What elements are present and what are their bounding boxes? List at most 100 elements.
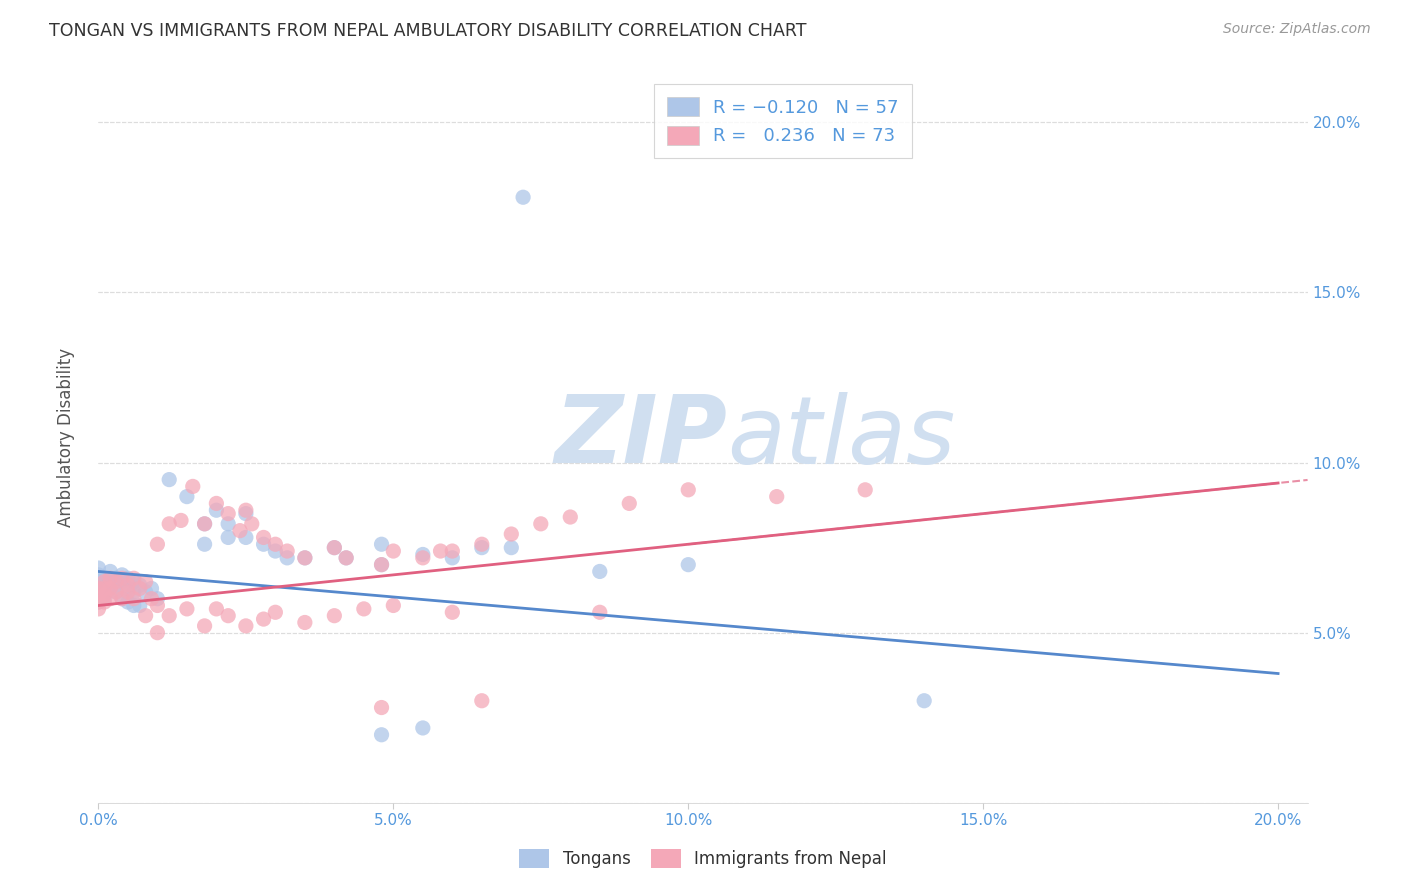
Point [335, 550, 357, 565]
Point [122, 599, 145, 613]
Point [853, 483, 876, 497]
Point [678, 483, 700, 497]
Point [135, 608, 157, 623]
Point [370, 537, 392, 551]
Point [128, 582, 150, 596]
Point [111, 574, 134, 589]
Point [98, 582, 121, 596]
Point [111, 567, 134, 582]
Point [501, 541, 523, 555]
Point [252, 531, 274, 545]
Point [98, 591, 121, 606]
Point [87, 561, 110, 575]
Point [217, 531, 239, 545]
Point [93, 571, 115, 585]
Point [98, 582, 121, 596]
Point [370, 700, 392, 714]
Point [194, 619, 217, 633]
Point [146, 599, 169, 613]
Point [412, 721, 434, 735]
Point [370, 558, 392, 572]
Point [128, 599, 150, 613]
Point [181, 479, 204, 493]
Point [93, 595, 115, 609]
Point [87, 602, 110, 616]
Point [87, 595, 110, 609]
Point [382, 544, 405, 558]
Point [111, 591, 134, 606]
Point [87, 582, 110, 596]
Point [412, 548, 434, 562]
Point [117, 578, 139, 592]
Point [471, 541, 494, 555]
Point [98, 565, 121, 579]
Point [560, 510, 582, 524]
Point [87, 588, 110, 602]
Point [111, 571, 134, 585]
Point [276, 544, 298, 558]
Point [441, 605, 464, 619]
Point [323, 541, 346, 555]
Point [205, 602, 228, 616]
Point [157, 608, 180, 623]
Point [370, 728, 392, 742]
Point [205, 496, 228, 510]
Point [217, 608, 239, 623]
Point [105, 571, 128, 585]
Point [176, 602, 198, 616]
Point [217, 507, 239, 521]
Point [235, 503, 257, 517]
Point [146, 537, 169, 551]
Point [122, 591, 145, 606]
Point [135, 585, 157, 599]
Point [512, 190, 534, 204]
Point [93, 582, 115, 596]
Text: ZIP: ZIP [554, 391, 727, 483]
Point [205, 503, 228, 517]
Point [194, 537, 217, 551]
Point [382, 599, 405, 613]
Point [412, 550, 434, 565]
Legend: R = −0.120   N = 57, R =   0.236   N = 73: R = −0.120 N = 57, R = 0.236 N = 73 [654, 84, 911, 158]
Point [105, 585, 128, 599]
Point [93, 591, 115, 606]
Point [128, 578, 150, 592]
Point [117, 571, 139, 585]
Point [235, 531, 257, 545]
Point [678, 558, 700, 572]
Point [429, 544, 451, 558]
Point [98, 574, 121, 589]
Point [93, 588, 115, 602]
Point [441, 544, 464, 558]
Point [217, 516, 239, 531]
Point [135, 574, 157, 589]
Point [353, 602, 375, 616]
Point [117, 582, 139, 596]
Point [105, 585, 128, 599]
Point [335, 550, 357, 565]
Point [87, 588, 110, 602]
Point [264, 544, 287, 558]
Point [122, 571, 145, 585]
Point [117, 585, 139, 599]
Point [194, 516, 217, 531]
Point [323, 541, 346, 555]
Point [170, 513, 193, 527]
Point [370, 558, 392, 572]
Point [105, 578, 128, 592]
Point [765, 490, 787, 504]
Text: atlas: atlas [727, 392, 956, 483]
Point [87, 595, 110, 609]
Point [294, 550, 316, 565]
Point [141, 582, 163, 596]
Point [111, 591, 134, 606]
Point [530, 516, 553, 531]
Point [194, 516, 217, 531]
Point [229, 524, 252, 538]
Point [619, 496, 641, 510]
Point [122, 574, 145, 589]
Point [87, 574, 110, 589]
Point [122, 585, 145, 599]
Point [471, 694, 494, 708]
Point [471, 537, 494, 551]
